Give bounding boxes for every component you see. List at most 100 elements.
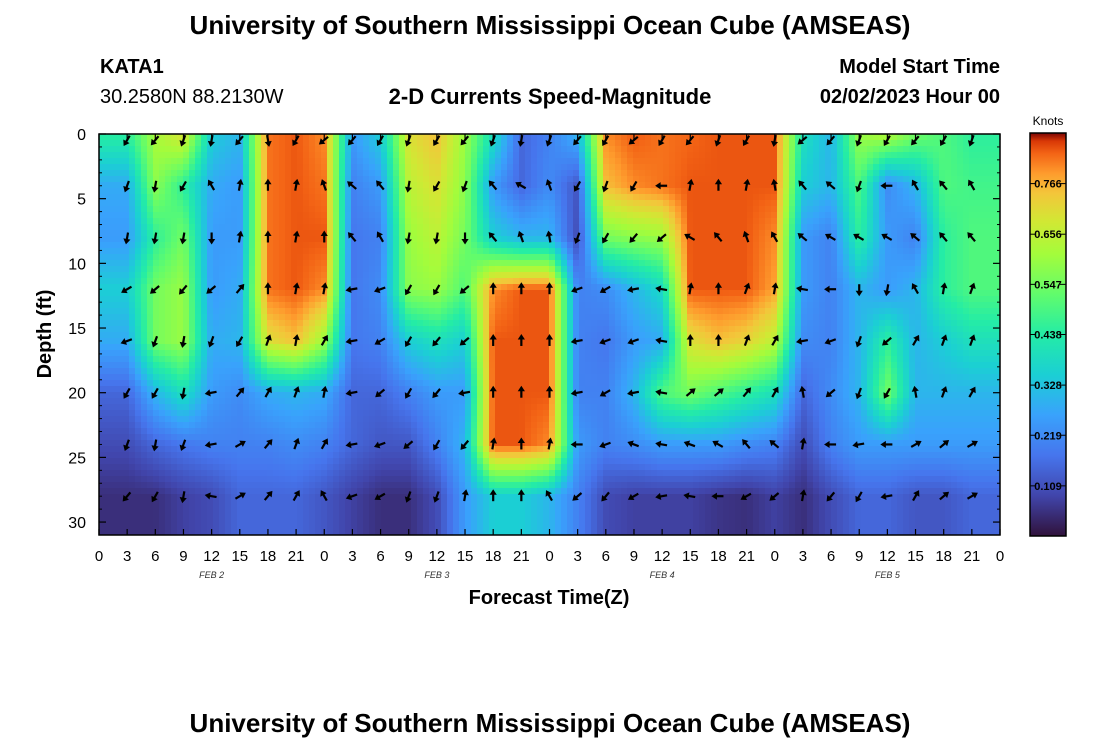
- heatmap-cell: [957, 140, 964, 147]
- heatmap-cell: [351, 320, 358, 327]
- heatmap-cell: [543, 230, 550, 237]
- heatmap-cell: [147, 332, 154, 339]
- heatmap-cell: [879, 266, 886, 273]
- heatmap-cell: [801, 230, 808, 237]
- main-title: University of Southern Mississippi Ocean…: [189, 10, 911, 40]
- heatmap-cell: [99, 194, 106, 201]
- heatmap-cell: [147, 230, 154, 237]
- heatmap-cell: [519, 302, 526, 309]
- heatmap-cell: [237, 272, 244, 279]
- heatmap-cell: [867, 224, 874, 231]
- heatmap-cell: [579, 212, 586, 219]
- heatmap-cell: [969, 308, 976, 315]
- heatmap-cell: [507, 266, 514, 273]
- heatmap-cell: [285, 314, 292, 321]
- heatmap-cell: [249, 188, 256, 195]
- heatmap-cell: [381, 326, 388, 333]
- heatmap-cell: [285, 170, 292, 177]
- heatmap-cell: [351, 254, 358, 261]
- heatmap-cell: [363, 152, 370, 159]
- heatmap-cell: [783, 206, 790, 213]
- heatmap-cell: [507, 314, 514, 321]
- heatmap-cell: [345, 212, 352, 219]
- heatmap-cell: [621, 254, 628, 261]
- heatmap-cell: [645, 320, 652, 327]
- heatmap-cell: [585, 206, 592, 213]
- heatmap-cell: [459, 260, 466, 267]
- heatmap-cell: [585, 134, 592, 141]
- heatmap-cell: [159, 182, 166, 189]
- heatmap-cell: [315, 278, 322, 285]
- heatmap-cell: [213, 302, 220, 309]
- heatmap-cell: [105, 332, 112, 339]
- heatmap-cell: [255, 158, 262, 165]
- heatmap-cell: [879, 158, 886, 165]
- heatmap-cell: [195, 326, 202, 333]
- heatmap-cell: [153, 176, 160, 183]
- heatmap-cell: [831, 152, 838, 159]
- heatmap-cell: [243, 290, 250, 297]
- heatmap-cell: [477, 296, 484, 303]
- heatmap-cell: [819, 182, 826, 189]
- heatmap-cell: [789, 164, 796, 171]
- heatmap-cell: [333, 302, 340, 309]
- heatmap-cell: [681, 236, 688, 243]
- heatmap-cell: [717, 302, 724, 309]
- heatmap-cell: [273, 236, 280, 243]
- heatmap-cell: [807, 146, 814, 153]
- heatmap-cell: [333, 278, 340, 285]
- heatmap-cell: [279, 188, 286, 195]
- heatmap-cell: [537, 314, 544, 321]
- heatmap-cell: [495, 164, 502, 171]
- heatmap-cell: [543, 272, 550, 279]
- heatmap-cell: [609, 290, 616, 297]
- heatmap-cell: [819, 326, 826, 333]
- heatmap-cell: [207, 224, 214, 231]
- heatmap-cell: [219, 284, 226, 291]
- heatmap-cell: [591, 254, 598, 261]
- heatmap-cell: [507, 236, 514, 243]
- heatmap-cell: [567, 248, 574, 255]
- heatmap-cell: [471, 194, 478, 201]
- heatmap-cell: [879, 284, 886, 291]
- heatmap-cell: [279, 284, 286, 291]
- heatmap-cell: [489, 326, 496, 333]
- heatmap-cell: [939, 212, 946, 219]
- heatmap-cell: [777, 302, 784, 309]
- heatmap-cell: [327, 188, 334, 195]
- heatmap-cell: [297, 272, 304, 279]
- heatmap-cell: [141, 176, 148, 183]
- heatmap-cell: [759, 230, 766, 237]
- heatmap-cell: [873, 284, 880, 291]
- heatmap-cell: [375, 296, 382, 303]
- heatmap-cell: [765, 296, 772, 303]
- heatmap-cell: [777, 326, 784, 333]
- heatmap-cell: [729, 224, 736, 231]
- heatmap-cell: [471, 248, 478, 255]
- heatmap-cell: [819, 296, 826, 303]
- heatmap-cell: [867, 290, 874, 297]
- heatmap-cell: [603, 290, 610, 297]
- heatmap-cell: [783, 176, 790, 183]
- heatmap-cell: [549, 236, 556, 243]
- heatmap-cell: [639, 140, 646, 147]
- heatmap-cell: [177, 152, 184, 159]
- heatmap-cell: [513, 284, 520, 291]
- heatmap-cell: [171, 158, 178, 165]
- heatmap-cell: [813, 278, 820, 285]
- heatmap-cell: [453, 260, 460, 267]
- heatmap-cell: [279, 278, 286, 285]
- heatmap-cell: [183, 176, 190, 183]
- heatmap-cell: [435, 152, 442, 159]
- heatmap-cell: [627, 218, 634, 225]
- heatmap-cell: [201, 188, 208, 195]
- heatmap-cell: [363, 254, 370, 261]
- heatmap-cell: [147, 200, 154, 207]
- heatmap-cell: [597, 302, 604, 309]
- heatmap-cell: [831, 176, 838, 183]
- heatmap-cell: [207, 170, 214, 177]
- heatmap-cell: [219, 188, 226, 195]
- heatmap-cell: [669, 242, 676, 249]
- heatmap-cell: [189, 140, 196, 147]
- heatmap-cell: [303, 146, 310, 153]
